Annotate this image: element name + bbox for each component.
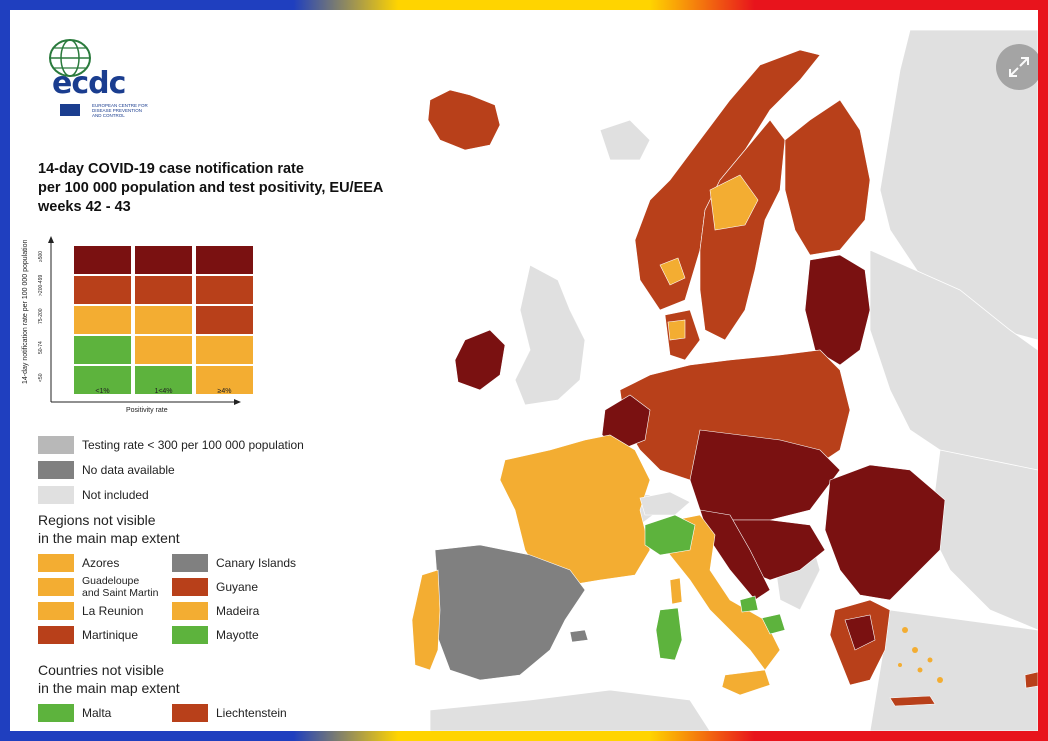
logo-subtitle: EUROPEAN CENTRE FOR DISEASE PREVENTION A… xyxy=(92,103,148,118)
legend-swatch xyxy=(172,602,208,620)
matrix-y-axis-label: 14-day notification rate per 100 000 pop… xyxy=(22,239,29,384)
denmark-region-orange xyxy=(667,319,686,341)
matrix-cell xyxy=(196,336,253,364)
countries-heading-line-1: Countries not visible xyxy=(38,662,165,678)
switzerland xyxy=(639,491,691,516)
matrix-cell xyxy=(135,306,192,334)
matrix-cell xyxy=(196,306,253,334)
legend-label: Guadeloupe and Saint Martin xyxy=(82,575,159,599)
sweden-region-orange xyxy=(709,174,759,231)
corsica xyxy=(669,577,683,605)
legend-label: Canary Islands xyxy=(216,556,297,570)
legend-label: Azores xyxy=(82,556,120,570)
legend-swatch xyxy=(172,554,208,572)
map-title: 14-day COVID-19 case notification rate p… xyxy=(38,160,398,217)
matrix-y-tick: 50-74 xyxy=(38,341,44,354)
map-panel: ecdc EUROPEAN CENTRE FOR DISEASE PREVENT… xyxy=(10,10,1038,731)
sicily xyxy=(721,669,771,696)
title-line-3: weeks 42 - 43 xyxy=(38,199,131,215)
legend-swatch xyxy=(38,626,74,644)
legend-label: No data available xyxy=(82,463,175,477)
title-line-2: per 100 000 population and test positivi… xyxy=(38,180,384,196)
legend-label: Testing rate < 300 per 100 000 populatio… xyxy=(82,438,304,452)
countries-heading-line-2: in the main map extent xyxy=(38,680,180,696)
italy-center-green xyxy=(739,595,759,613)
italy-south-green xyxy=(761,613,786,635)
legend-swatch xyxy=(172,578,208,596)
legend-label: Madeira xyxy=(216,604,260,618)
countries-heading: Countries not visible in the main map ex… xyxy=(38,661,180,697)
norway-region-orange xyxy=(659,257,686,286)
legend-label: Martinique xyxy=(82,628,139,642)
legend-swatch xyxy=(38,486,74,504)
matrix-cell xyxy=(74,336,131,364)
legend-swatch xyxy=(172,704,208,722)
matrix-cell xyxy=(196,246,253,274)
iceland xyxy=(427,89,501,151)
matrix-cell xyxy=(135,336,192,364)
sardinia xyxy=(655,607,683,661)
matrix-cell xyxy=(135,366,192,394)
legend-swatch xyxy=(38,578,74,596)
central-dark-red xyxy=(689,429,841,521)
legend-label: Mayotte xyxy=(216,628,259,642)
globe-icon xyxy=(49,39,91,77)
sweden xyxy=(699,119,786,341)
matrix-cell xyxy=(74,276,131,304)
ireland xyxy=(454,329,506,391)
expand-icon xyxy=(1009,57,1029,77)
matrix-cell xyxy=(74,366,131,394)
matrix-x-tick: <1% xyxy=(95,388,110,395)
background-land xyxy=(429,29,1038,731)
cyprus xyxy=(1024,671,1038,689)
regions-heading-line-1: Regions not visible xyxy=(38,512,156,528)
aegean-islands xyxy=(898,627,943,683)
legend-swatch xyxy=(38,461,74,479)
balearic xyxy=(569,629,589,643)
norway xyxy=(634,49,821,311)
title-line-1: 14-day COVID-19 case notification rate xyxy=(38,161,304,177)
legend-label: Not included xyxy=(82,488,149,502)
italy-north-green xyxy=(644,514,696,556)
matrix-cell xyxy=(196,276,253,304)
legend-swatch xyxy=(38,704,74,722)
matrix-x-axis-label: Positivity rate xyxy=(126,407,168,414)
matrix-cell xyxy=(135,246,192,274)
matrix-y-tick: >200-499 xyxy=(38,274,44,296)
crete xyxy=(889,695,936,707)
baltics xyxy=(804,254,871,366)
legend-swatch xyxy=(172,626,208,644)
finland xyxy=(784,99,871,256)
benelux xyxy=(601,394,651,451)
france xyxy=(499,434,651,586)
regions-heading: Regions not visible in the main map exte… xyxy=(38,511,180,547)
matrix-y-tick: 75-200 xyxy=(38,308,44,324)
legend-label: La Reunion xyxy=(82,604,144,618)
italy xyxy=(649,514,781,671)
legend-swatch xyxy=(38,554,74,572)
legend-label: Guyane xyxy=(216,580,259,594)
portugal xyxy=(411,569,441,671)
legend-matrix: 14-day notification rate per 100 000 pop… xyxy=(22,234,253,414)
expand-button[interactable] xyxy=(996,44,1038,90)
matrix-x-tick: 1<4% xyxy=(154,388,173,395)
matrix-cell xyxy=(74,306,131,334)
romania-bulgaria xyxy=(824,464,946,601)
logo-wordmark: ecdc xyxy=(52,66,126,101)
matrix-axes xyxy=(48,236,241,405)
greece-region-dark xyxy=(844,614,876,651)
matrix-y-tick: <50 xyxy=(38,373,44,382)
regions-heading-line-2: in the main map extent xyxy=(38,530,180,546)
legend-label: Liechtenstein xyxy=(216,706,287,720)
legend-swatch xyxy=(38,436,74,454)
matrix-cell xyxy=(135,276,192,304)
europe-map xyxy=(411,29,1038,731)
matrix-cell xyxy=(74,246,131,274)
legend-swatch xyxy=(38,602,74,620)
matrix-y-tick: ≥500 xyxy=(38,250,44,262)
matrix-cell xyxy=(196,366,253,394)
legend-label: Malta xyxy=(82,706,112,720)
matrix-x-tick: ≥4% xyxy=(217,388,232,395)
eu-flag-icon xyxy=(60,104,80,116)
